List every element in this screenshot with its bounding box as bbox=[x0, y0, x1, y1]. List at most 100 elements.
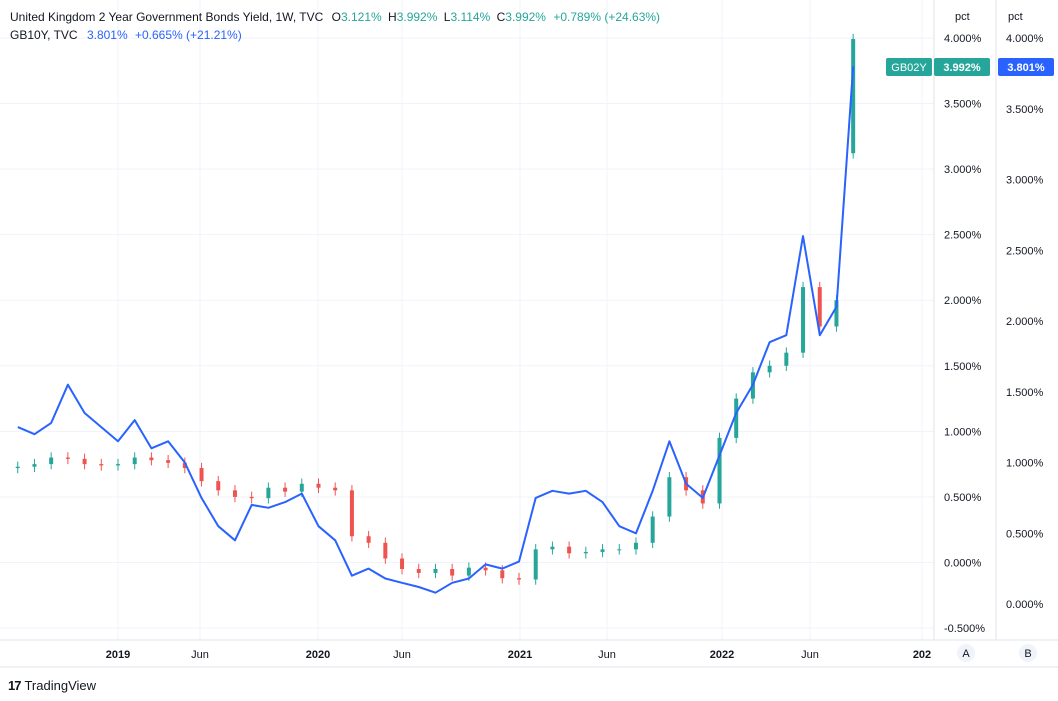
time-tick-label: 2021 bbox=[508, 649, 532, 661]
scale-a-tick-label: 4.000% bbox=[944, 33, 982, 45]
gb02y-tag-value: 3.992% bbox=[943, 62, 981, 74]
candle-body bbox=[149, 457, 154, 461]
candle-body bbox=[633, 542, 638, 550]
legend-gb10y-title: GB10Y, TVC bbox=[10, 28, 78, 42]
gb10y-tag-value: 3.801% bbox=[1007, 62, 1045, 74]
legend-low-label: L bbox=[443, 10, 451, 24]
candle-body bbox=[433, 569, 438, 573]
time-tick-label: Jun bbox=[598, 649, 616, 661]
legend-gb10y[interactable]: GB10Y, TVC 3.801% +0.665% (+21.21%) bbox=[10, 28, 242, 42]
candle-body bbox=[249, 496, 254, 499]
candle-body bbox=[400, 558, 405, 569]
candle-body bbox=[667, 477, 672, 517]
time-axis-ticks: 2019 Jun 2020 Jun 2021 Jun 2022 Jun 202 bbox=[106, 649, 931, 661]
candle-body bbox=[734, 398, 739, 438]
gb02y-last-value-tag: GB02Y 3.992% bbox=[886, 58, 990, 76]
candle-body bbox=[299, 483, 304, 492]
scale-b-tick-label: 3.000% bbox=[1006, 175, 1044, 187]
scale-a-tick-label: 2.000% bbox=[944, 295, 982, 307]
scale-b-tick-label: 0.000% bbox=[1006, 599, 1044, 611]
time-tick-label: 202 bbox=[913, 649, 931, 661]
candle-body bbox=[550, 546, 555, 550]
axes: pct pct bbox=[0, 0, 1058, 668]
gb10y-last-value-tag: 3.801% bbox=[998, 58, 1054, 76]
time-tick-label: Jun bbox=[801, 649, 819, 661]
candle-body bbox=[784, 352, 789, 366]
candle-body bbox=[349, 490, 354, 537]
candle-body bbox=[466, 567, 471, 576]
legend-gb02y[interactable]: United Kingdom 2 Year Government Bonds Y… bbox=[10, 10, 660, 24]
candle-body bbox=[65, 457, 70, 459]
chart-grid bbox=[0, 0, 934, 640]
scale-b-tick-label: 2.500% bbox=[1006, 245, 1044, 257]
candle-body bbox=[266, 487, 271, 499]
candle-body bbox=[166, 460, 171, 463]
candle-body bbox=[650, 516, 655, 543]
legend-gb02y-title: United Kingdom 2 Year Government Bonds Y… bbox=[10, 10, 324, 24]
candle-body bbox=[817, 287, 822, 327]
time-tick-label: 2020 bbox=[306, 649, 330, 661]
scale-b-button-label: B bbox=[1024, 648, 1031, 660]
candle-body bbox=[15, 466, 20, 469]
legend-gb10y-change: +0.665% (+21.21%) bbox=[134, 28, 242, 42]
candle-body bbox=[116, 464, 120, 466]
scale-a-tick-label: 1.000% bbox=[944, 426, 982, 438]
legend-high-label: H bbox=[388, 10, 397, 24]
candle-body bbox=[32, 464, 37, 467]
legend-close-value: 3.992% bbox=[505, 10, 546, 24]
scale-b-tick-label: 3.500% bbox=[1006, 104, 1044, 116]
candle-body bbox=[600, 549, 605, 552]
gb02y-tag-label: GB02Y bbox=[891, 62, 927, 74]
scale-a-tick-label: 0.500% bbox=[944, 492, 982, 504]
scale-a-tick-label: 3.500% bbox=[944, 99, 982, 111]
time-tick-label: 2022 bbox=[710, 649, 734, 661]
candle-body bbox=[834, 300, 839, 327]
time-tick-label: Jun bbox=[393, 649, 411, 661]
scale-a-button[interactable]: A bbox=[957, 644, 975, 662]
scale-b-tick-label: 1.000% bbox=[1006, 458, 1044, 470]
gb10y-line bbox=[17, 66, 855, 594]
scale-a-ticks: 4.000% 3.500% 3.000% 2.500% 2.000% 1.500% 1.00… bbox=[944, 33, 985, 635]
candle-body bbox=[49, 457, 54, 465]
scale-a-unit: pct bbox=[955, 11, 970, 23]
candle-body bbox=[283, 487, 288, 492]
candle-body bbox=[383, 542, 388, 559]
candle-body bbox=[617, 549, 622, 551]
legend-change: +0.789% (+24.63%) bbox=[553, 10, 661, 24]
candle-body bbox=[583, 551, 588, 554]
time-tick-label: Jun bbox=[191, 649, 209, 661]
gb10y-line-path bbox=[17, 66, 855, 594]
scale-b-tick-label: 4.000% bbox=[1006, 33, 1044, 45]
candle-body bbox=[500, 570, 505, 579]
scale-b-tick-label: 1.500% bbox=[1006, 387, 1044, 399]
candle-body bbox=[132, 457, 137, 465]
scale-a-button-label: A bbox=[962, 648, 970, 660]
legend-open-label: O bbox=[331, 10, 341, 24]
candle-body bbox=[851, 39, 856, 154]
legend-low-value: 3.114% bbox=[450, 10, 491, 24]
candle-body bbox=[767, 365, 772, 373]
candle-body bbox=[483, 567, 488, 571]
candle-body bbox=[316, 483, 321, 488]
tradingview-logo-icon: 17 bbox=[8, 678, 22, 693]
candle-body bbox=[717, 437, 722, 504]
legend-close-label: C bbox=[496, 10, 506, 24]
scale-a-tick-label: 2.500% bbox=[944, 230, 982, 242]
candle-body bbox=[366, 536, 371, 543]
scale-b-tick-label: 2.000% bbox=[1006, 316, 1044, 328]
candle-body bbox=[82, 458, 87, 465]
candle-body bbox=[333, 487, 338, 491]
tradingview-name: TradingView bbox=[24, 678, 97, 693]
scale-a-tick-label: 1.500% bbox=[944, 361, 982, 373]
scale-a-tick-label: -0.500% bbox=[944, 623, 985, 635]
scale-a-tick-label: 3.000% bbox=[944, 164, 982, 176]
scale-b-tick-label: 0.500% bbox=[1006, 528, 1044, 540]
scale-a-tick-label: 0.000% bbox=[944, 557, 982, 569]
tradingview-brand[interactable]: 17 TradingView bbox=[8, 678, 96, 693]
legend-open-value: 3.121% bbox=[340, 10, 382, 24]
scale-b-ticks: 4.000% 3.500% 3.000% 2.500% 2.000% 1.500% 1.00… bbox=[1006, 33, 1044, 611]
candle-body bbox=[533, 549, 538, 580]
scale-b-button[interactable]: B bbox=[1019, 644, 1037, 662]
legend-high-value: 3.992% bbox=[396, 10, 438, 24]
